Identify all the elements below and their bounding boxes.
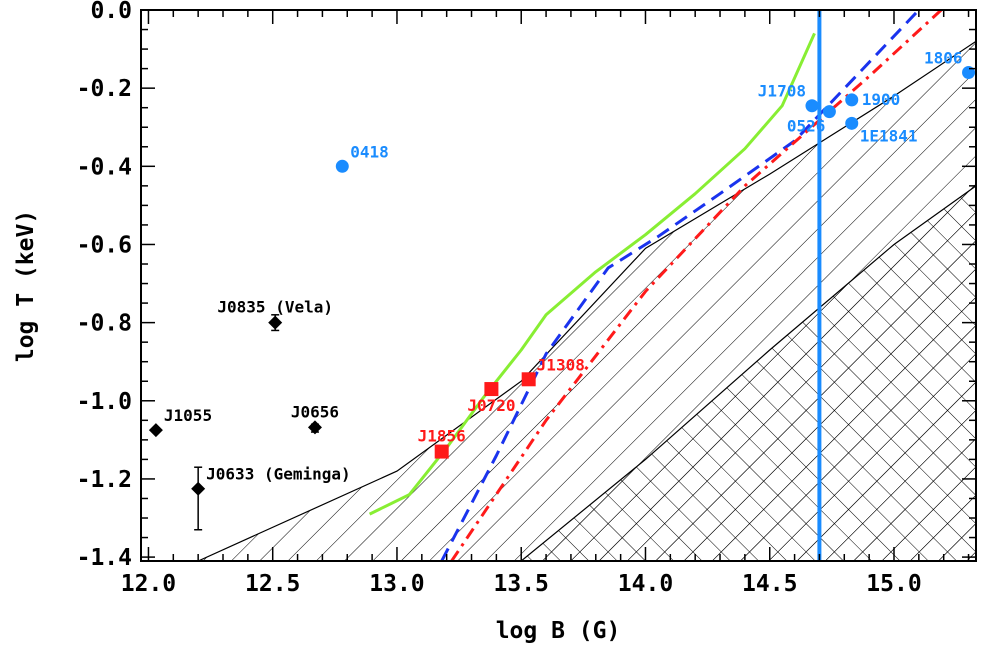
line-red-dashdot	[450, 10, 943, 561]
point-label-j1308: J1308	[537, 355, 585, 374]
x-tick-label: 12.0	[121, 571, 176, 597]
point-j1308	[521, 372, 536, 387]
point-j0720	[484, 382, 499, 397]
point-label-1900: 1900	[862, 90, 901, 109]
point-label-j0633-geminga: J0633 (Geminga)	[206, 465, 351, 484]
point-label-j0835-vela: J0835 (Vela)	[217, 298, 333, 317]
point-label-j1708: J1708	[758, 82, 806, 101]
y-tick-label: 0.0	[90, 0, 132, 24]
point-label-0526: 0526	[787, 117, 826, 136]
x-tick-label: 13.0	[369, 571, 424, 597]
x-tick-label: 14.5	[742, 571, 797, 597]
point-label-0418: 0418	[350, 142, 389, 161]
regions-layer	[197, 40, 976, 561]
axes-layer	[140, 9, 977, 562]
x-axis-title: log B (G)	[496, 618, 621, 644]
y-tick-label: -1.4	[77, 545, 132, 571]
y-tick-label: -0.2	[77, 76, 132, 102]
point-label-1806: 1806	[924, 49, 963, 68]
y-tick-label: -0.4	[77, 154, 132, 180]
point-1900	[845, 93, 859, 107]
point-label-1e1841: 1E1841	[860, 126, 918, 145]
y-axis-title: log T (keV)	[13, 210, 39, 362]
point-j0633-geminga	[191, 481, 206, 496]
point-1e1841	[845, 116, 859, 130]
point-j1055	[148, 423, 163, 438]
point-label-j0720: J0720	[467, 396, 515, 415]
x-tick-label: 13.5	[494, 571, 549, 597]
point-label-j1856: J1856	[418, 427, 466, 446]
point-label-j1055: J1055	[164, 406, 212, 425]
point-j0835-vela	[268, 315, 283, 330]
x-tick-label: 12.5	[245, 571, 300, 597]
y-tick-label: -1.2	[77, 467, 132, 493]
point-j1856	[434, 444, 449, 459]
plot-frame	[140, 9, 977, 562]
y-tick-label: -0.8	[77, 311, 132, 337]
point-label-j0656: J0656	[291, 402, 339, 421]
y-tick-label: -1.0	[77, 389, 132, 415]
x-tick-label: 15.0	[866, 571, 921, 597]
point-0526	[822, 105, 836, 119]
point-j0656	[307, 420, 322, 435]
y-tick-label: -0.6	[77, 232, 132, 258]
ticks-layer: 12.0 12.5 13.0 13.5 14.0 14.5 15.0 0.0 -0.2 -0.4 -…	[77, 0, 976, 597]
line-blue-dashed	[440, 10, 920, 561]
point-j1708	[805, 99, 819, 113]
region-cross-hatch	[520, 185, 976, 561]
x-tick-label: 14.0	[618, 571, 673, 597]
point-0418	[335, 159, 349, 173]
